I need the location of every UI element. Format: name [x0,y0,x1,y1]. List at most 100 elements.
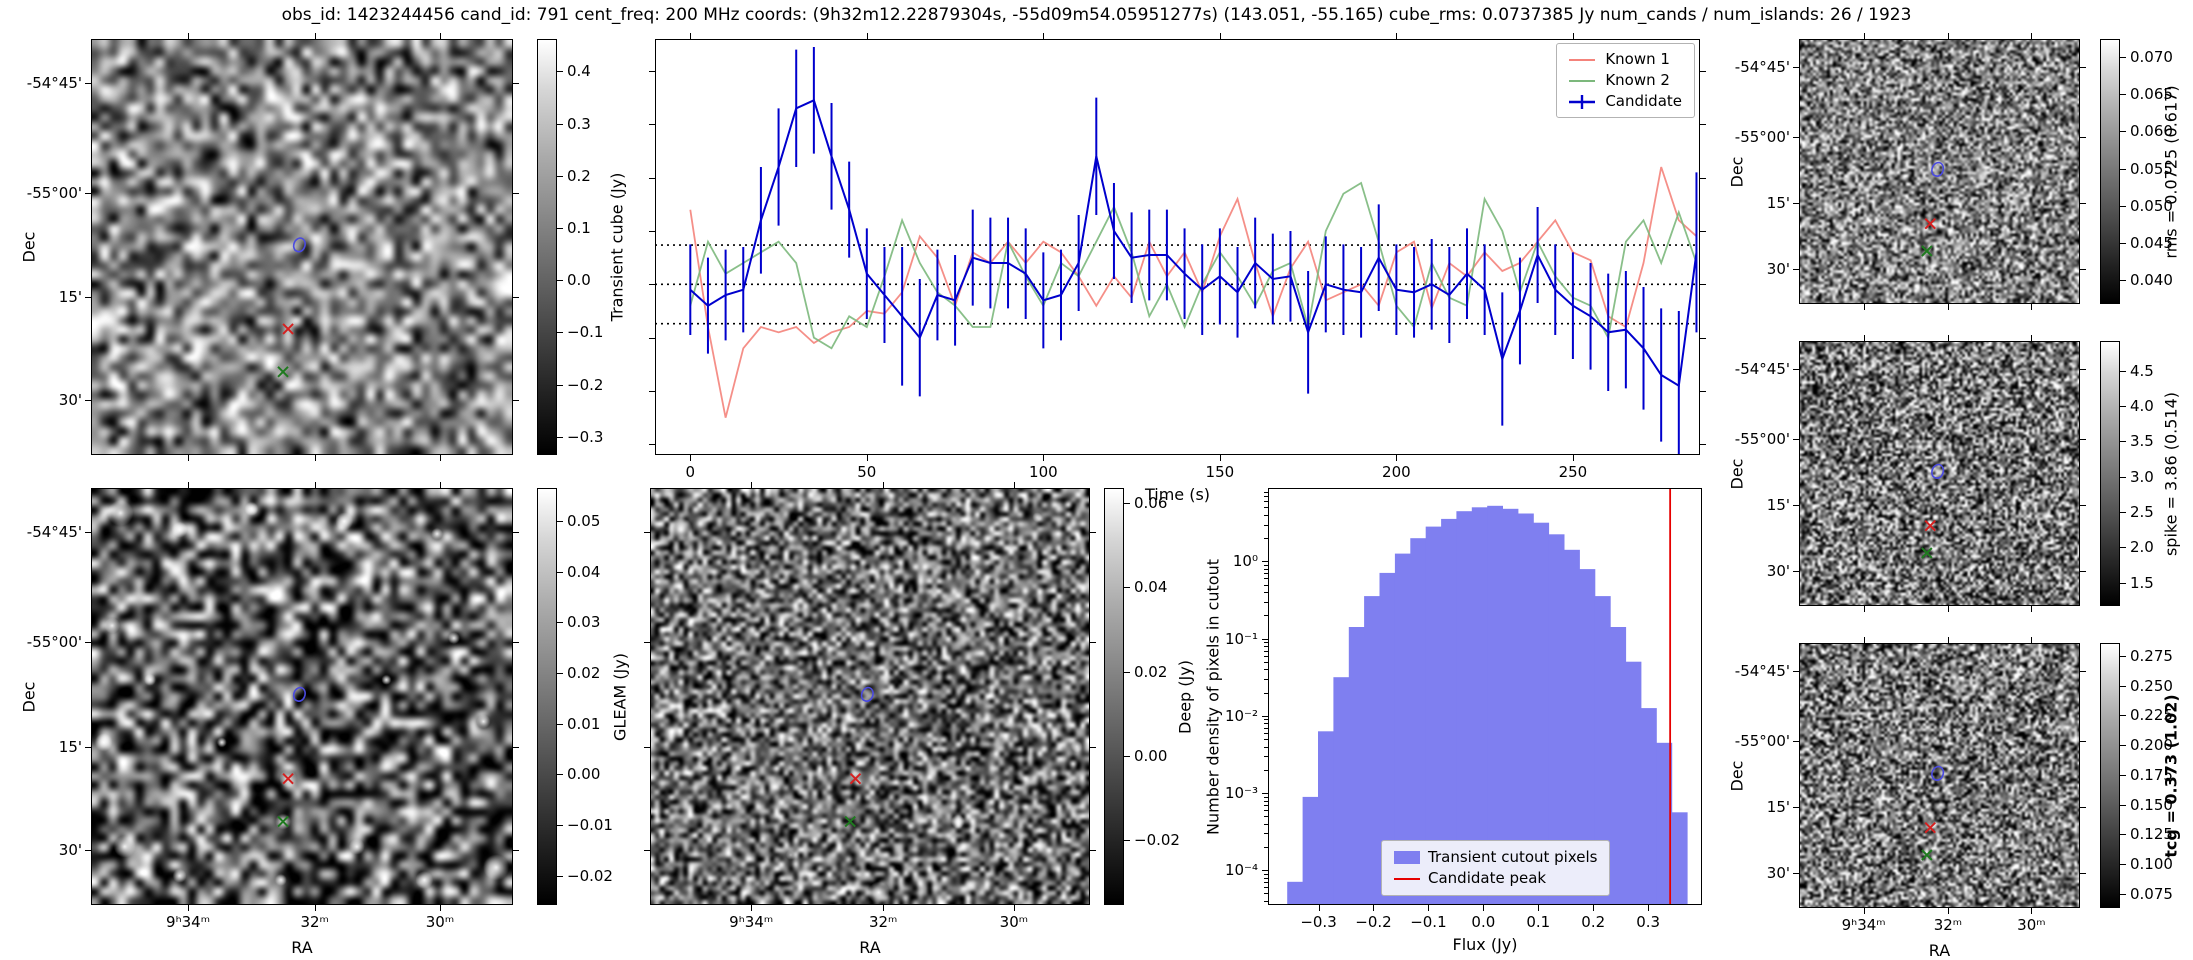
panel-deep-cutout: 9ʰ34ᵐ 32ᵐ 30ᵐ RA 0.06 0.04 0.02 0.00 −0.02 Deep (… [644,482,1195,957]
lightcurve-legend: Known 1 Known 2 Candidate [1556,43,1695,118]
ra-tick-label: 30ᵐ [425,913,455,931]
ra-tick-label: 32ᵐ [1933,916,1963,934]
ra-tick [188,905,190,911]
flux-tick [1700,231,1706,232]
flux-tick [1593,905,1595,911]
colorbar-label: GLEAM (Jy) [610,652,630,741]
colorbar-tick [557,875,563,877]
density-minor-tick [1264,719,1268,721]
dec-tick-label: 30' [1766,562,1790,581]
colorbar-tick [557,520,563,522]
colorbar-tick [557,280,563,282]
colorbar-tick-label: 0.06 [1134,494,1168,513]
histogram-bar [1441,518,1457,905]
line-legend-swatch [1569,58,1596,61]
histogram-bar [1302,796,1319,905]
dec-tick [2080,67,2086,69]
ra-tick [883,905,885,911]
dec-tick [2080,269,2086,271]
histogram-bar [1518,513,1534,905]
colorbar-tick-label: −0.02 [1134,831,1180,850]
dec-tick [1793,873,1799,875]
colorbar-tick [1124,840,1130,842]
lightcurve-series [689,166,1698,418]
dec-tick [85,746,91,748]
flux-tick [1648,905,1650,911]
density-minor-tick [1264,496,1268,498]
colorbar-tick [557,123,563,125]
ra-tick-label: 32ᵐ [300,913,329,931]
dec-tick [85,849,91,851]
colorbar-tick-label: 0.225 [2130,706,2173,725]
density-tick [1262,638,1268,640]
density-minor-tick [1264,507,1268,509]
colorbar-tick [557,723,563,725]
histogram-bar [1641,708,1657,905]
ra-tick [1863,304,1865,310]
density-axis-label: Number density of pixels in cutout [1203,558,1223,835]
dec-tick-label: -55°00' [1734,128,1790,147]
sky-image-transient [91,39,513,455]
dec-tick [1793,571,1799,573]
flux-tick-label: 0.0 [1471,913,1496,931]
colorbar-tick [2120,205,2126,207]
colorbar-tick-label: 0.00 [1134,746,1168,765]
histogram-bar [1456,511,1473,905]
colorbar-tick-label: 2.0 [2130,538,2154,557]
colorbar-tick [557,774,563,776]
ra-tick [188,455,190,461]
flux-tick-label: 0.1 [1526,913,1551,931]
dec-tick [513,746,519,748]
legend-entry: Transient cutout pixels [1394,847,1597,868]
colorbar-tick [2120,242,2126,244]
ra-tick [1863,33,1865,39]
colorbar-tcg [2100,643,2120,908]
time-tick [690,33,692,39]
ra-tick [751,482,753,488]
density-minor-tick [1264,501,1268,503]
density-minor-tick [1264,816,1268,818]
dec-axis-label: Dec [1727,760,1747,791]
candidate-contour-marker [1931,463,1945,479]
density-minor-tick [1264,732,1268,734]
flux-tick [649,231,655,232]
dec-tick [513,532,519,534]
figure-title: obs_id: 1423244456 cand_id: 791 cent_fre… [281,5,1912,25]
colorbar-tick-label: 3.5 [2130,432,2154,451]
time-tick-label: 250 [1558,463,1588,481]
density-minor-tick [1264,568,1268,570]
colorbar-tick-label: 0.045 [2130,233,2173,252]
dec-tick [1793,203,1799,205]
dec-tick [644,746,650,748]
candidate-contour-marker [860,686,874,702]
ra-tick [1947,908,1949,914]
legend-label: Known 2 [1605,71,1670,89]
dec-tick [85,192,91,194]
time-tick-label: 100 [1029,463,1058,481]
flux-tick [649,391,655,392]
density-minor-tick [1264,661,1268,663]
dec-tick [644,642,650,644]
dec-tick-label: 15' [1766,194,1790,213]
histogram-bar [1487,505,1503,905]
density-minor-tick [1264,804,1268,806]
colorbar-tick [2120,370,2126,372]
dec-axis-label: Dec [1727,458,1747,489]
lightcurve-plot [655,47,1700,455]
density-minor-tick [1264,877,1268,879]
ra-tick [2031,335,2033,341]
colorbar-tick-label: 0.02 [1134,662,1168,681]
dec-tick [513,400,519,402]
ra-tick [2031,304,2033,310]
histogram-bar [1364,596,1380,905]
colorbar-tick [2120,131,2126,133]
density-tick-label: 10⁻³ [1224,784,1258,803]
dec-tick [1090,642,1096,644]
ra-tick [314,905,316,911]
known1-cross-marker [1924,217,1936,230]
histogram-bar [1471,507,1488,905]
panel-lightcurve: 0 50 100 150 200 250 Time (s) Known 1 Known 2 Can… [649,33,1706,504]
flux-axis-label: Flux (Jy) [1452,935,1518,954]
histogram-bar [1533,522,1550,905]
ra-tick [1947,637,1949,643]
